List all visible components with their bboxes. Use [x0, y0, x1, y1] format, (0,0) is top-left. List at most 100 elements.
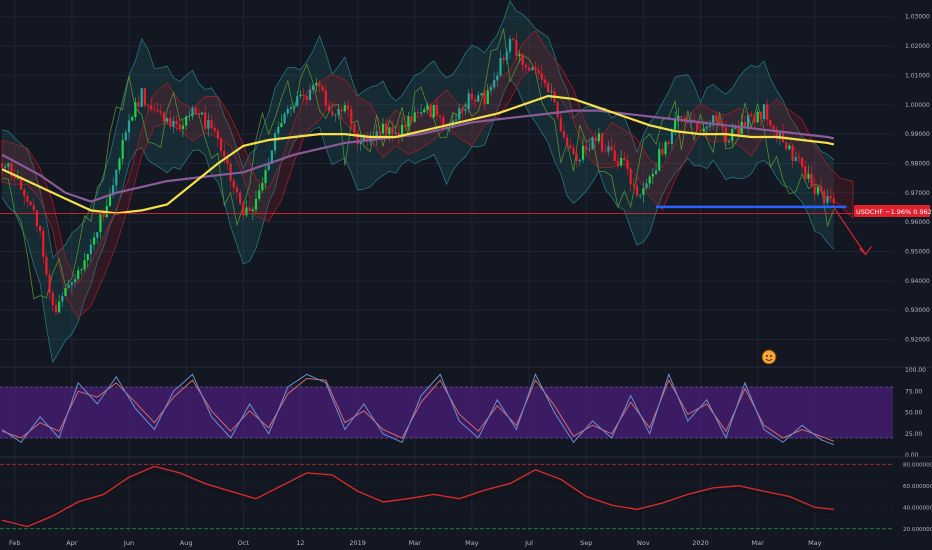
- candle-body[interactable]: [124, 132, 127, 141]
- candle-body[interactable]: [521, 53, 524, 65]
- candle-body[interactable]: [404, 124, 407, 127]
- candle-body[interactable]: [242, 203, 245, 216]
- candle-body[interactable]: [207, 120, 210, 129]
- candle-body[interactable]: [108, 194, 112, 207]
- candle-body[interactable]: [645, 183, 648, 189]
- price-axis[interactable]: 0.92000 0.93000 0.94000 0.95000 0.96000 0.970…: [905, 14, 930, 344]
- candle-body[interactable]: [753, 115, 756, 123]
- candle-body[interactable]: [756, 112, 759, 123]
- candle-body[interactable]: [146, 105, 150, 107]
- candle-body[interactable]: [391, 127, 394, 134]
- emoji-badge-icon[interactable]: [761, 349, 777, 365]
- candle-body[interactable]: [470, 93, 474, 100]
- candle-body[interactable]: [794, 157, 797, 161]
- candle-body[interactable]: [150, 105, 153, 110]
- candle-body[interactable]: [337, 109, 340, 115]
- candle-body[interactable]: [429, 104, 432, 118]
- candle-body[interactable]: [823, 191, 826, 203]
- candle-body[interactable]: [458, 108, 461, 120]
- candle-body[interactable]: [359, 141, 362, 144]
- candle-body[interactable]: [0, 163, 4, 168]
- candle-body[interactable]: [410, 116, 413, 122]
- candle-body[interactable]: [531, 67, 534, 71]
- candle-body[interactable]: [45, 256, 48, 275]
- candle-body[interactable]: [620, 158, 623, 166]
- candle-body[interactable]: [54, 305, 58, 313]
- stochastic-axis[interactable]: 0.00 25.00 50.00 75.00 100.00: [905, 367, 926, 459]
- candle-body[interactable]: [397, 132, 400, 137]
- candle-body[interactable]: [699, 129, 702, 132]
- candle-body[interactable]: [334, 114, 337, 116]
- candle-body[interactable]: [327, 105, 331, 112]
- candle-body[interactable]: [508, 39, 512, 52]
- candle-body[interactable]: [51, 292, 54, 306]
- candle-body[interactable]: [102, 214, 105, 218]
- candle-body[interactable]: [750, 115, 753, 117]
- candle-body[interactable]: [635, 185, 639, 196]
- candle-body[interactable]: [261, 183, 264, 191]
- candle-body[interactable]: [778, 132, 781, 140]
- candle-body[interactable]: [642, 188, 645, 195]
- candle-body[interactable]: [191, 107, 194, 117]
- candle-body[interactable]: [26, 195, 29, 202]
- candle-body[interactable]: [407, 116, 410, 127]
- candle-body[interactable]: [658, 149, 661, 171]
- candle-body[interactable]: [705, 126, 708, 129]
- candle-body[interactable]: [239, 192, 242, 204]
- candles[interactable]: [0, 31, 835, 316]
- rsi-panel[interactable]: 20.000000 40.000000 60.000000 80.000000: [0, 456, 932, 533]
- candle-body[interactable]: [89, 244, 93, 255]
- candle-body[interactable]: [185, 116, 188, 126]
- candle-body[interactable]: [461, 108, 464, 111]
- candle-body[interactable]: [654, 170, 658, 175]
- candle-body[interactable]: [292, 106, 296, 108]
- candle-body[interactable]: [258, 190, 261, 200]
- candle-body[interactable]: [210, 120, 213, 129]
- candle-body[interactable]: [204, 112, 207, 129]
- candle-body[interactable]: [502, 58, 505, 60]
- candle-body[interactable]: [375, 131, 378, 139]
- candle-body[interactable]: [131, 117, 134, 121]
- candle-body[interactable]: [651, 174, 654, 177]
- candle-body[interactable]: [270, 150, 273, 164]
- candle-body[interactable]: [597, 133, 601, 142]
- candle-body[interactable]: [581, 145, 585, 160]
- candle-body[interactable]: [264, 170, 267, 184]
- candle-body[interactable]: [527, 67, 531, 71]
- candle-body[interactable]: [200, 112, 204, 115]
- rsi-axis[interactable]: 20.000000 40.000000 60.000000 80.000000: [903, 462, 932, 532]
- candle-body[interactable]: [832, 198, 835, 204]
- candle-body[interactable]: [140, 88, 143, 107]
- candle-body[interactable]: [321, 86, 324, 91]
- candle-body[interactable]: [331, 111, 334, 116]
- candle-body[interactable]: [112, 185, 115, 195]
- candle-body[interactable]: [493, 80, 496, 88]
- candle-body[interactable]: [254, 199, 258, 210]
- candle-body[interactable]: [800, 157, 804, 167]
- candle-body[interactable]: [512, 39, 515, 40]
- candle-body[interactable]: [188, 116, 191, 117]
- candle-body[interactable]: [718, 121, 721, 124]
- candle-body[interactable]: [473, 99, 477, 102]
- candle-body[interactable]: [67, 284, 70, 288]
- candle-body[interactable]: [442, 117, 445, 129]
- candle-body[interactable]: [632, 184, 635, 186]
- candle-body[interactable]: [232, 180, 235, 188]
- candle-body[interactable]: [394, 132, 397, 134]
- candle-body[interactable]: [58, 301, 61, 313]
- candle-body[interactable]: [29, 201, 32, 206]
- candle-body[interactable]: [626, 159, 629, 169]
- candle-body[interactable]: [623, 158, 626, 160]
- candle-body[interactable]: [226, 156, 229, 164]
- candle-body[interactable]: [343, 105, 347, 112]
- candle-body[interactable]: [400, 124, 404, 137]
- candle-body[interactable]: [162, 112, 166, 122]
- candle-body[interactable]: [7, 163, 10, 168]
- candle-body[interactable]: [413, 112, 416, 122]
- candle-body[interactable]: [235, 187, 239, 193]
- candle-body[interactable]: [73, 279, 77, 283]
- candle-body[interactable]: [600, 133, 604, 152]
- candle-body[interactable]: [677, 115, 680, 119]
- candle-body[interactable]: [543, 79, 547, 84]
